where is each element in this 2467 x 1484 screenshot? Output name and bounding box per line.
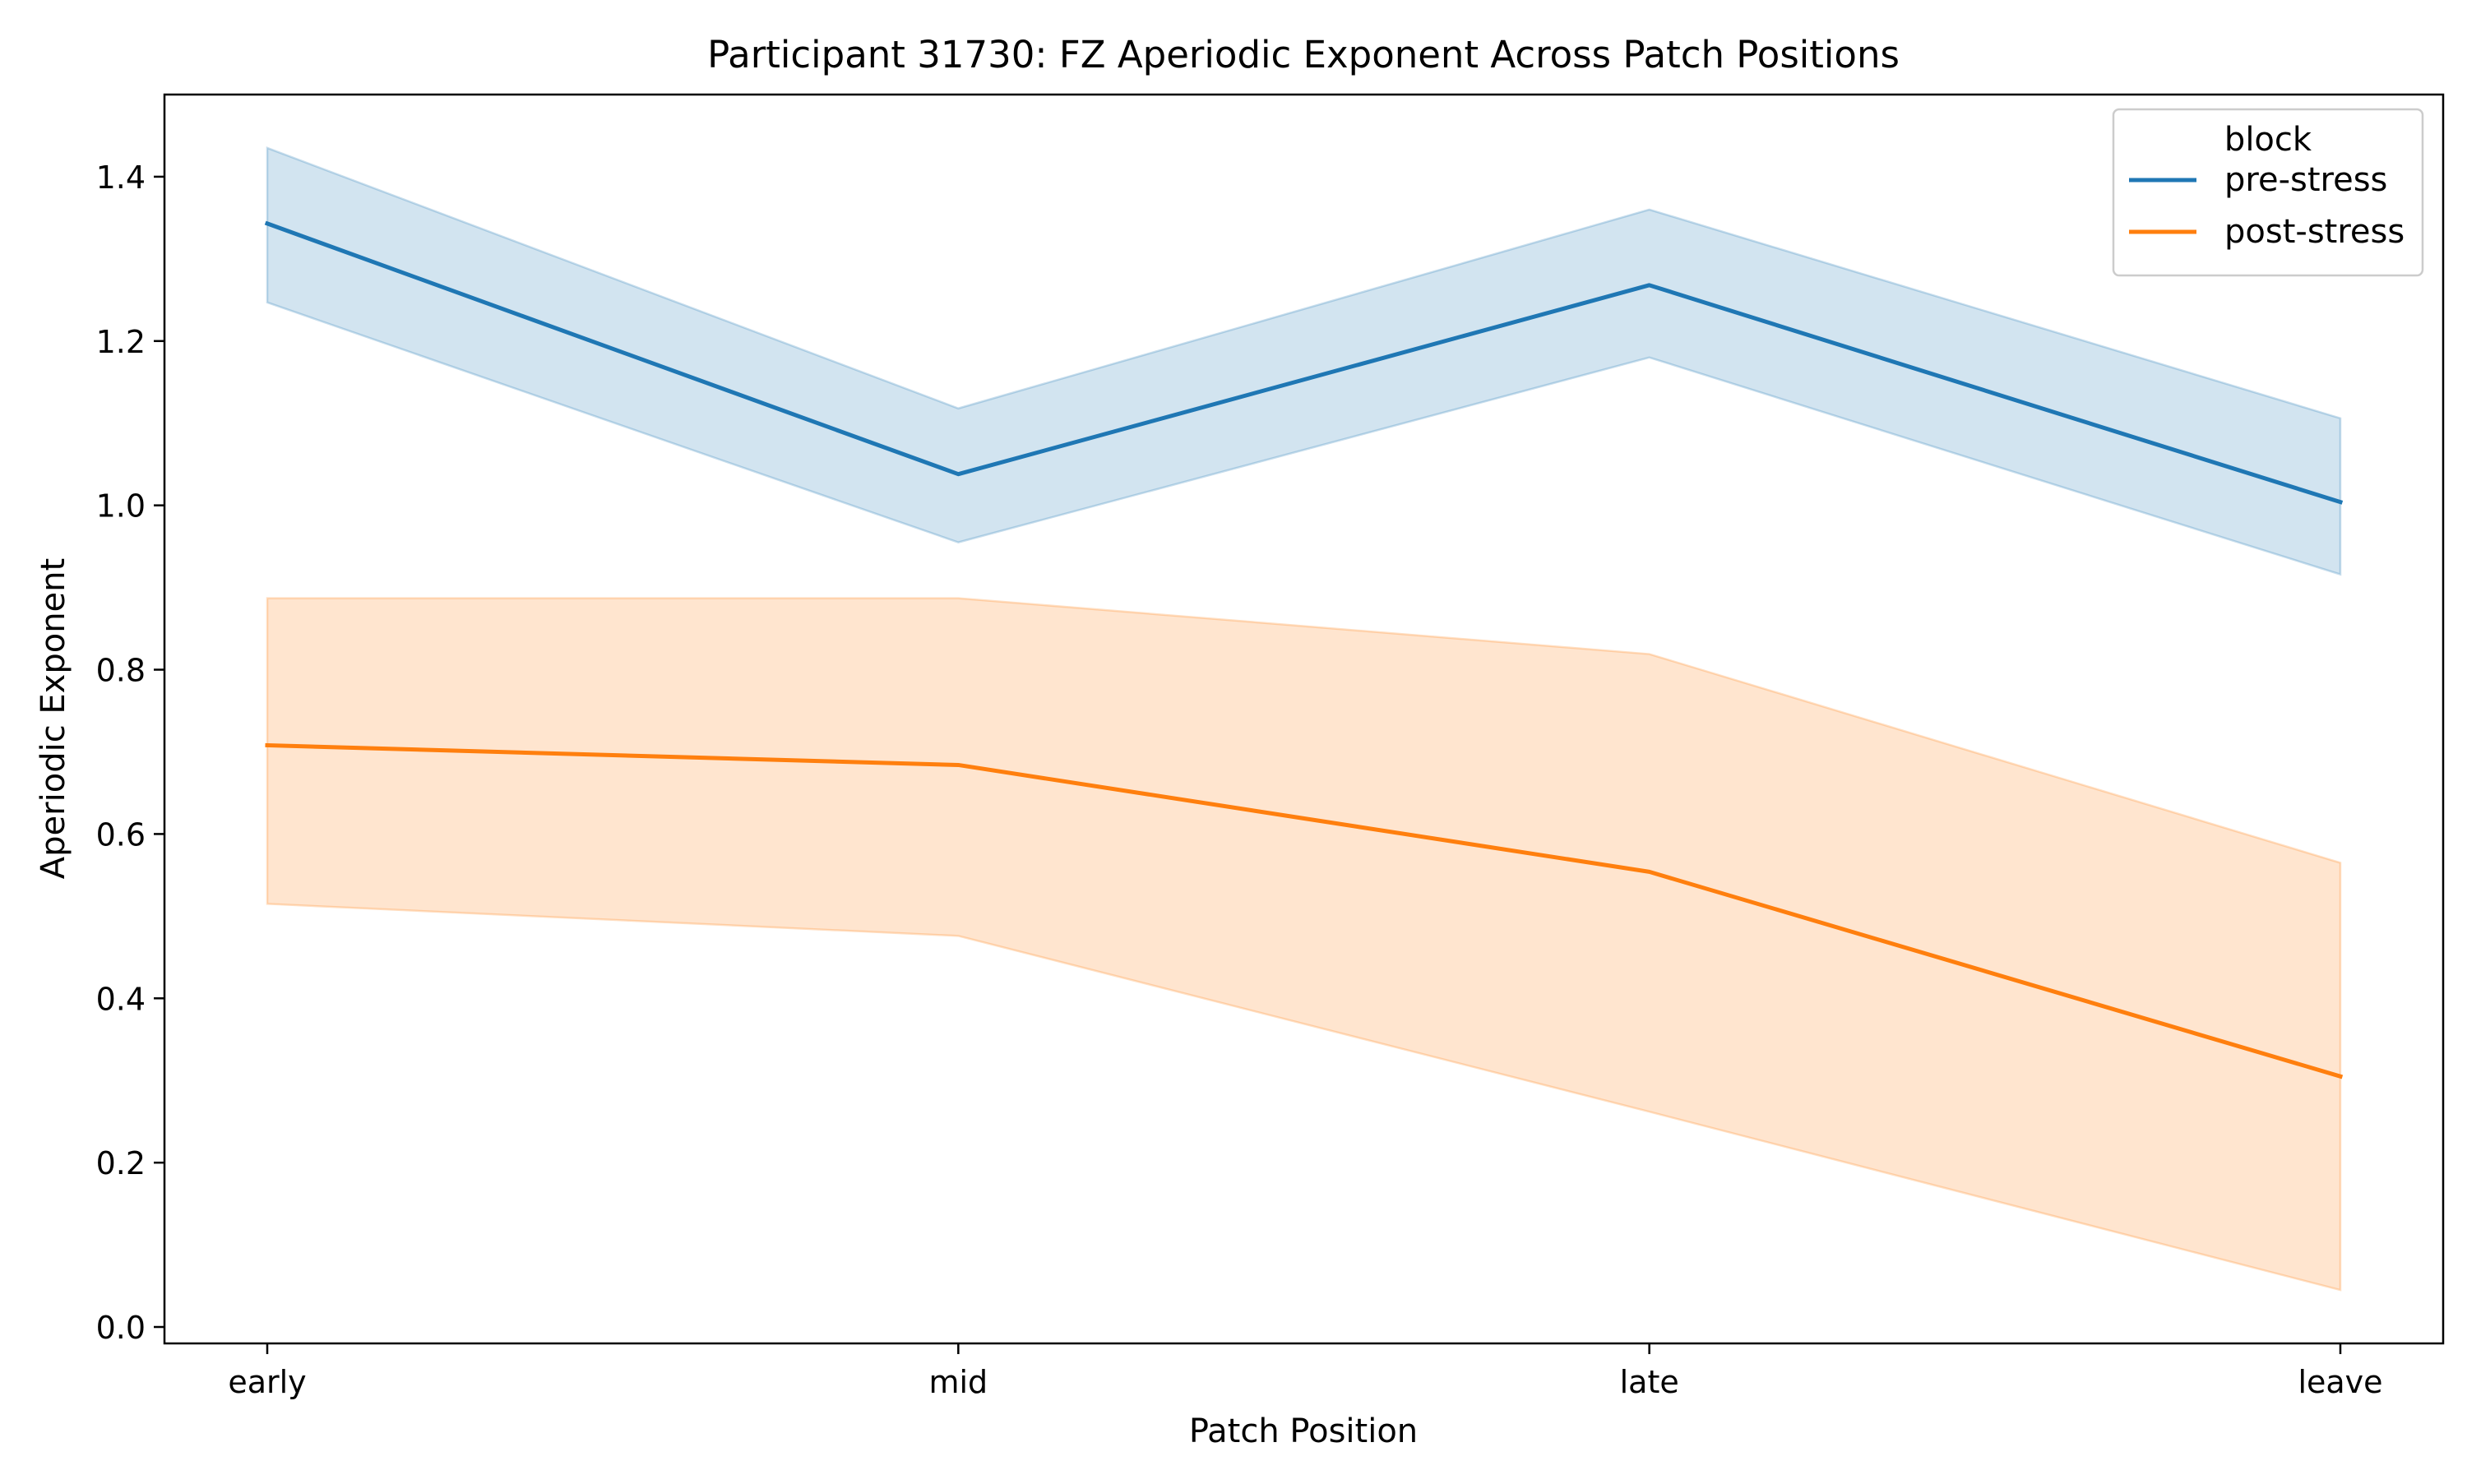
legend-label-pre-stress: pre-stress <box>2224 161 2387 199</box>
x-tick-label: early <box>228 1364 306 1400</box>
y-tick-label: 1.0 <box>96 488 146 525</box>
legend-label-post-stress: post-stress <box>2224 213 2405 251</box>
x-tick-label: leave <box>2298 1364 2382 1400</box>
chart-title: Participant 31730: FZ Aperiodic Exponent… <box>707 33 1900 76</box>
legend: block pre-stress post-stress <box>2113 109 2423 275</box>
y-tick-label: 1.4 <box>96 159 146 196</box>
y-tick-label: 0.4 <box>96 981 146 1017</box>
y-tick-label: 0.8 <box>96 653 146 689</box>
y-tick-label: 0.6 <box>96 816 146 853</box>
y-axis-ticks: 0.0 0.2 0.4 0.6 0.8 1.0 1.2 1.4 <box>96 159 164 1346</box>
y-axis-label: Aperiodic Exponent <box>35 558 72 879</box>
x-axis-label: Patch Position <box>1189 1412 1418 1450</box>
y-tick-label: 0.0 <box>96 1310 146 1346</box>
x-tick-label: late <box>1620 1364 1679 1400</box>
x-axis-ticks: early mid late leave <box>228 1343 2382 1400</box>
x-tick-label: mid <box>928 1364 988 1400</box>
ci-band-pre-stress <box>267 148 2340 575</box>
confidence-bands <box>267 148 2340 1290</box>
ci-band-post-stress <box>267 599 2340 1290</box>
y-tick-label: 0.2 <box>96 1145 146 1181</box>
legend-title: block <box>2224 121 2312 159</box>
y-tick-label: 1.2 <box>96 324 146 360</box>
